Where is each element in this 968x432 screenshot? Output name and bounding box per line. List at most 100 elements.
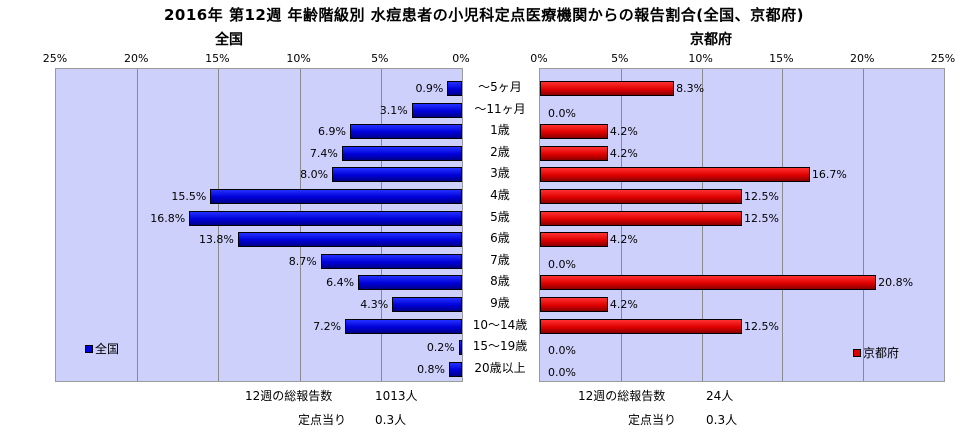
kyoto-bar [540,124,608,140]
national-x-tick: 25% [42,52,68,65]
category-label: 10～14歳 [472,317,528,332]
national-bar [411,102,462,118]
national-data-label: 16.8% [150,211,186,225]
kyoto-bar [540,81,675,96]
national-data-label: 0.8% [417,362,446,376]
national-data-label: 0.2% [426,341,455,355]
national-bar [189,210,462,226]
chart-title: 2016年 第12週 年齢階級別 水痘患者の小児科定点医療機関からの報告割合(全… [163,6,804,24]
national-legend: 全国 [85,340,119,357]
kyoto-data-label: 4.2% [609,298,638,311]
national-data-label: 7.2% [313,319,342,333]
kyoto-bar [540,275,877,291]
national-data-label: 7.4% [309,146,338,160]
national-bar [458,340,462,356]
kyoto-plot-area: 京都府 8.3% 0.0% 4.2% 4.2% 16.7% 12.5% 12.5% 4.2% 0… [539,68,945,382]
kyoto-data-label: 20.8% [878,276,914,290]
kyoto-data-label: 0.0% [548,365,576,379]
kyoto-data-label: 4.2% [609,125,638,139]
kyoto-bar [540,167,810,183]
category-label: 8歳 [490,274,510,289]
national-plot-area: 全国 0.9% 3.1% 6.9% 7.4% 8.0% 15.5% 16.8% 13.8% 8.… [55,68,463,382]
kyoto-data-label: 0.0% [548,106,576,120]
national-total-label: 12週の総報告数 [245,389,333,403]
category-label: 9歳 [490,296,510,310]
kyoto-data-label: 12.5% [744,319,779,333]
national-data-label: 6.4% [326,276,355,290]
category-label: 3歳 [490,166,510,181]
kyoto-bar [540,145,608,161]
national-bar [210,189,462,204]
national-x-tick: 20% [123,52,149,65]
kyoto-data-label: 0.0% [548,257,576,271]
national-x-tick: 15% [205,52,230,65]
national-bar [341,145,462,161]
national-per-site-value: 0.3人 [375,413,407,427]
kyoto-gridline [863,69,865,381]
kyoto-data-label: 16.7% [811,168,847,182]
category-label: 2歳 [490,144,510,159]
category-label: 7歳 [490,252,510,267]
category-label: 6歳 [490,231,510,246]
national-data-label: 4.3% [360,298,389,311]
kyoto-x-tick: 25% [930,52,956,65]
national-bar [237,232,462,248]
kyoto-x-tick: 5% [611,52,629,65]
national-data-label: 13.8% [198,233,234,247]
national-gridline [137,69,139,381]
kyoto-bar [540,318,742,334]
kyoto-x-tick: 15% [769,52,794,65]
category-label: ～11ヶ月 [474,101,526,116]
kyoto-x-tick: 0% [530,52,548,65]
kyoto-data-label: 4.2% [609,146,638,160]
national-data-label: 3.1% [379,103,408,117]
kyoto-total-value: 24人 [706,389,734,403]
kyoto-x-tick: 10% [688,52,713,65]
kyoto-data-label: 12.5% [744,190,779,203]
kyoto-total-label: 12週の総報告数 [578,389,666,403]
national-bar [447,81,462,96]
kyoto-data-label: 4.2% [609,233,638,247]
kyoto-per-site-value: 0.3人 [706,413,738,427]
national-bar [449,361,462,377]
kyoto-legend-label: 京都府 [863,346,900,360]
national-x-tick: 5% [371,52,389,65]
category-label: 20歳以上 [474,360,526,375]
national-bar [392,297,462,312]
national-legend-label: 全国 [95,342,120,356]
kyoto-data-label: 8.3% [676,82,705,95]
kyoto-bar [540,232,608,248]
national-total-value: 1013人 [375,389,418,403]
national-legend-swatch [85,344,93,353]
kyoto-legend: 京都府 [853,344,899,361]
kyoto-data-label: 12.5% [744,211,779,225]
national-data-label: 0.9% [415,82,444,95]
national-bar [332,167,462,183]
kyoto-bar [540,189,742,204]
kyoto-data-label: 0.0% [548,344,576,358]
left-panel-title: 全国 [215,32,243,48]
category-label: 4歳 [490,188,510,202]
national-data-label: 8.0% [300,168,329,182]
category-label: 15～19歳 [472,339,528,354]
kyoto-bar [540,297,608,312]
kyoto-legend-swatch [853,348,861,357]
national-data-label: 6.9% [318,125,346,139]
national-bar [345,318,462,334]
category-label: 5歳 [490,209,510,224]
national-data-label: 8.7% [288,254,317,268]
category-label: 1歳 [490,123,510,138]
kyoto-per-site-label: 定点当り [628,413,677,427]
national-x-tick: 0% [452,52,470,65]
national-per-site-label: 定点当り [298,413,347,427]
category-label: ～5ヶ月 [478,80,522,94]
national-bar [349,124,462,140]
right-panel-title: 京都府 [690,32,732,48]
national-x-tick: 10% [286,52,311,65]
kyoto-gridline [782,69,784,381]
kyoto-x-tick: 20% [849,52,875,65]
national-bar [320,253,462,269]
national-data-label: 15.5% [171,190,207,203]
national-bar [358,275,462,291]
